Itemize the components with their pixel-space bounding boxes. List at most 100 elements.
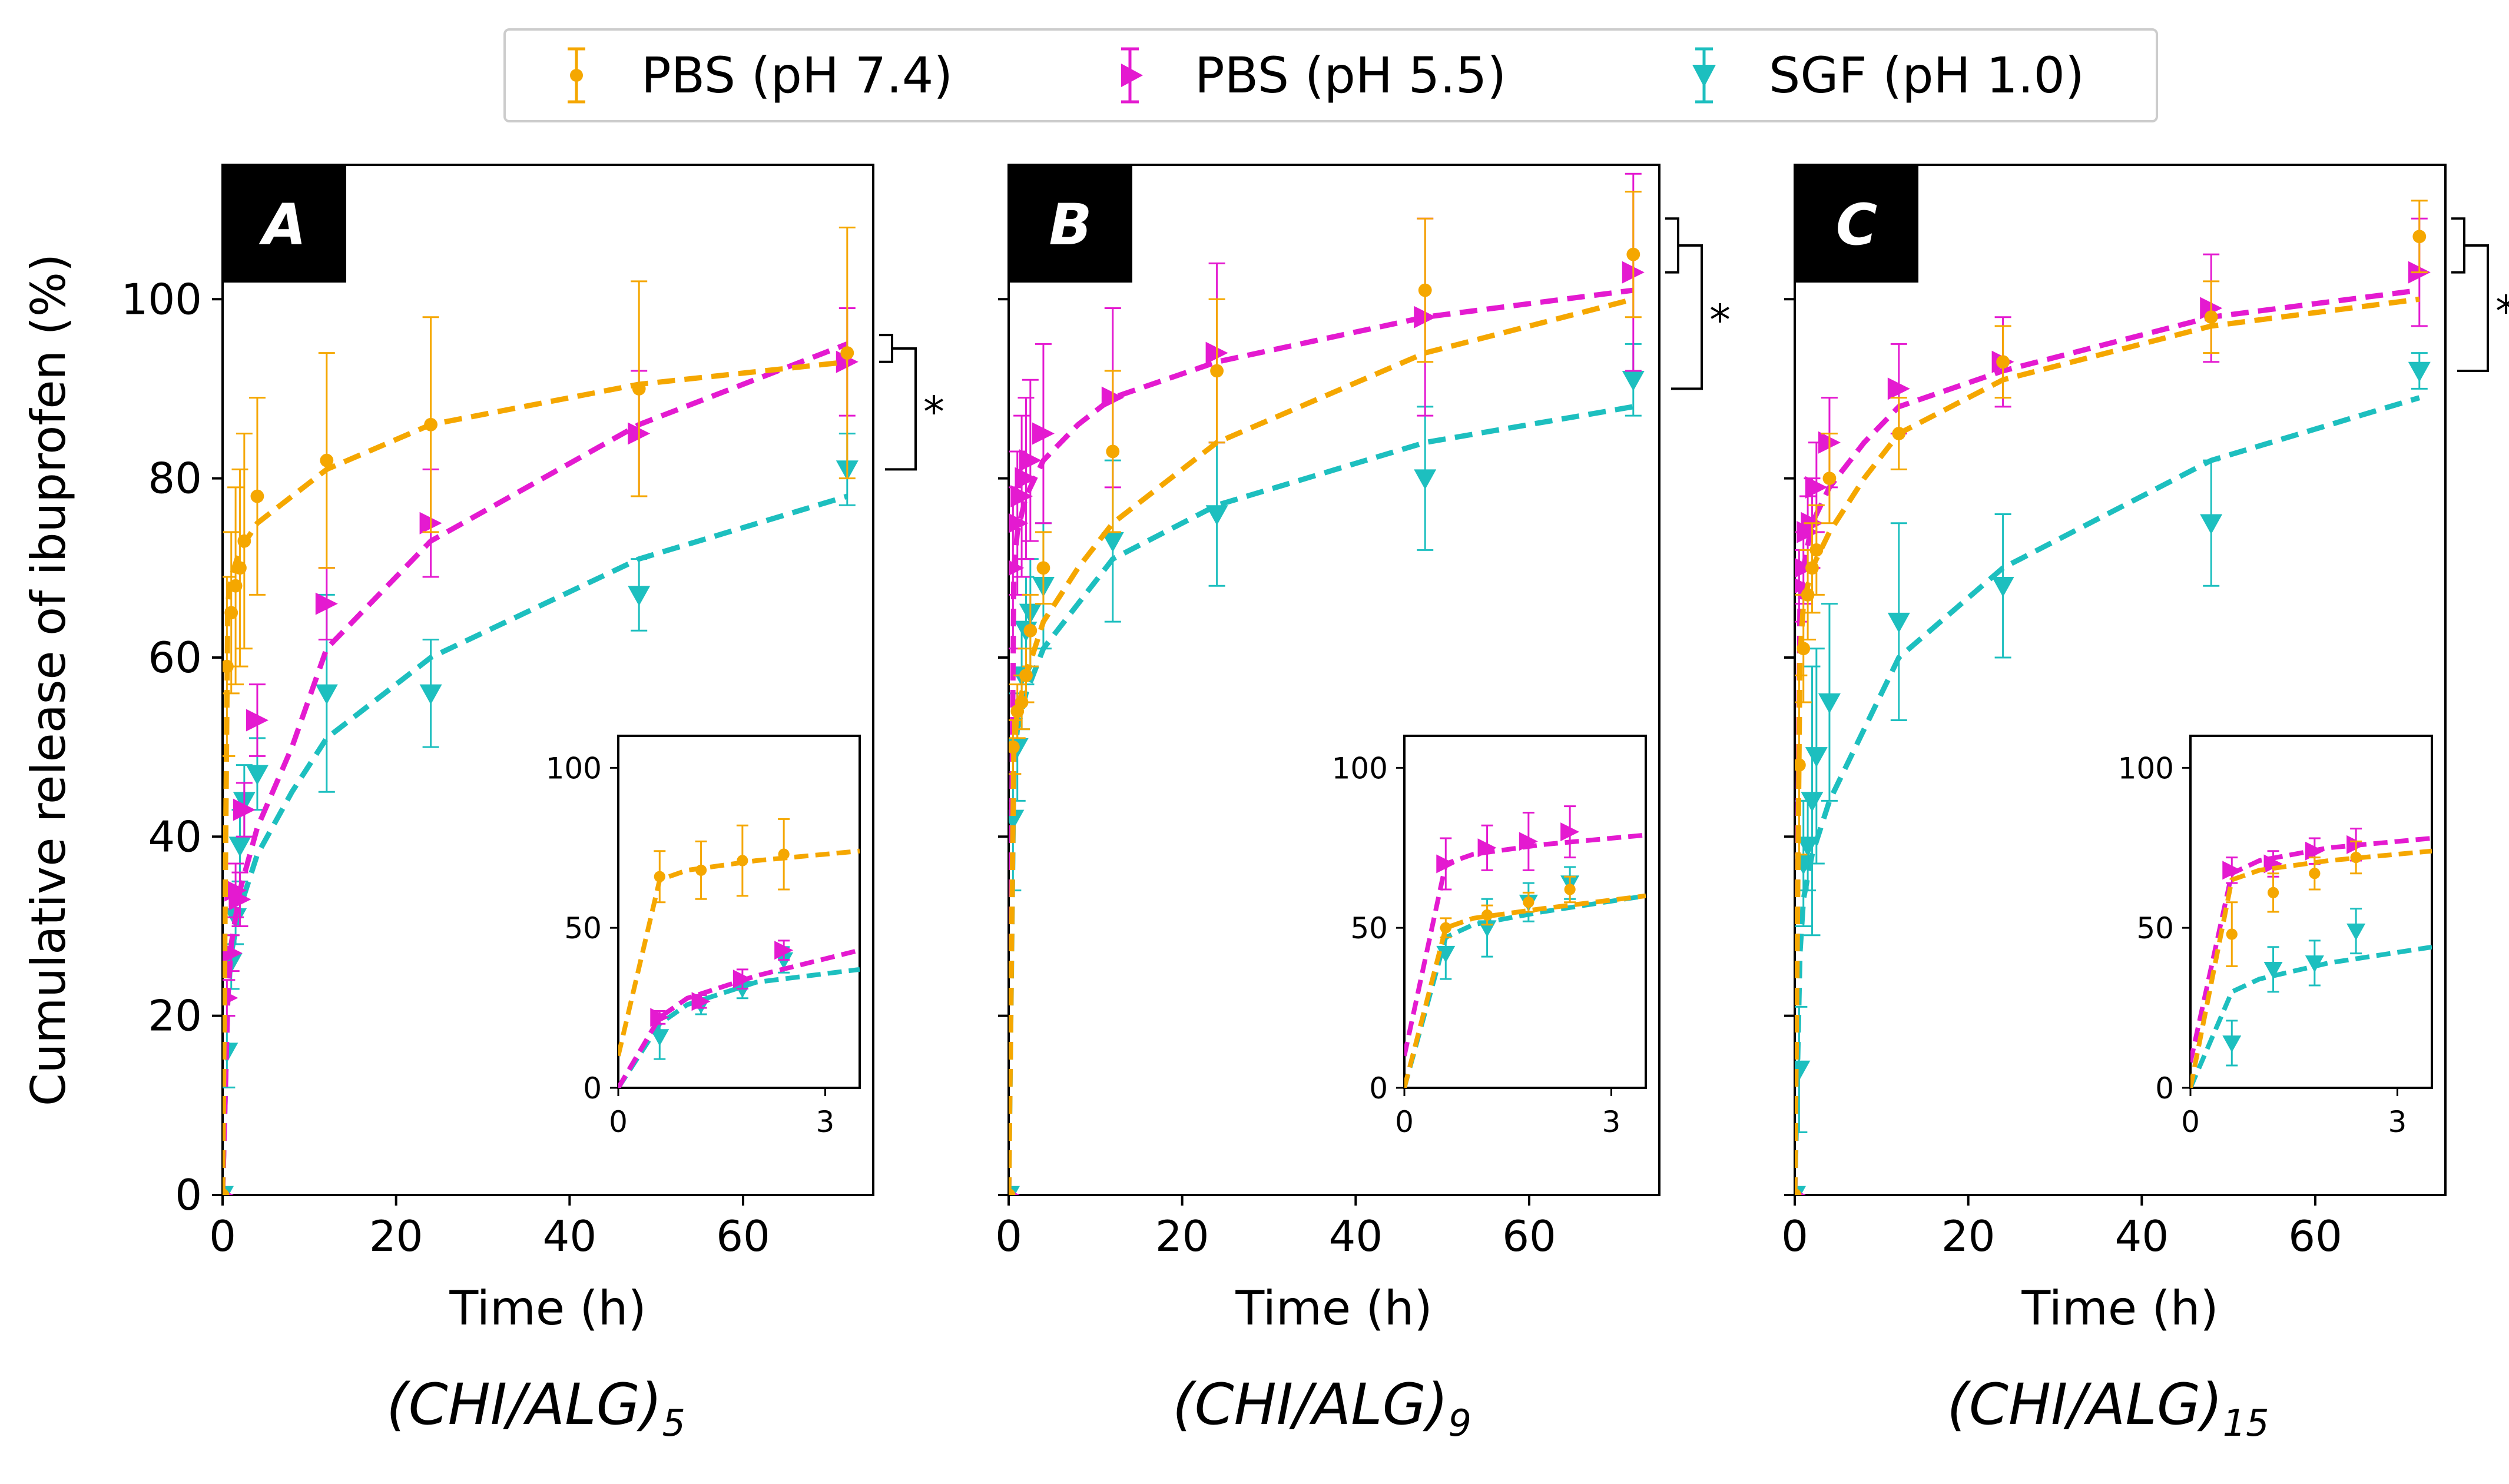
data-point	[315, 592, 338, 615]
legend-item-pbs-5-5: PBS (pH 5.5)	[1095, 31, 1506, 120]
inset-y-tick-label: 50	[2136, 911, 2174, 945]
significance-bracket	[885, 347, 917, 471]
legend-item-pbs-7-4: PBS (pH 7.4)	[541, 31, 953, 120]
series-layer	[1009, 172, 1645, 1195]
data-point	[228, 836, 251, 857]
x-tick-label: 20	[369, 1211, 423, 1261]
legend: PBS (pH 7.4) PBS (pH 5.5) SGF (pH 1.0)	[503, 28, 2158, 122]
data-point	[1822, 472, 1837, 486]
data-point	[1436, 854, 1456, 874]
inset-y-tick-label: 100	[546, 751, 602, 785]
data-point	[1622, 371, 1645, 391]
inset-y-tick-label: 0	[2155, 1071, 2174, 1105]
inset-frame	[2189, 735, 2433, 1089]
data-point	[1892, 427, 1906, 440]
data-point	[1797, 836, 1819, 857]
inset-fit-line	[2190, 848, 2432, 1088]
data-point	[1805, 476, 1828, 499]
data-point	[246, 765, 269, 785]
data-point	[2222, 861, 2242, 880]
data-point	[424, 417, 437, 431]
data-point	[1032, 422, 1055, 445]
significance-bracket	[1671, 244, 1703, 390]
significance-bracket	[2451, 217, 2465, 274]
x-tick-label: 60	[2288, 1211, 2342, 1261]
data-point	[650, 1008, 669, 1027]
data-point	[650, 1029, 669, 1047]
x-tick-label: 60	[1502, 1211, 1556, 1261]
data-point	[1440, 922, 1451, 934]
fit-line	[1795, 395, 2421, 1195]
data-point	[2267, 887, 2279, 898]
data-point	[774, 941, 794, 960]
data-point	[1564, 884, 1576, 895]
legend-item-sgf: SGF (pH 1.0)	[1669, 31, 2084, 120]
x-tick-label: 20	[1941, 1211, 1996, 1261]
legend-label: PBS (pH 7.4)	[641, 47, 953, 104]
data-point	[315, 684, 338, 705]
data-point	[1801, 792, 1824, 812]
y-tick-label: 40	[148, 812, 202, 861]
inset-x-tick-label: 3	[816, 1105, 835, 1139]
data-point	[1418, 283, 1432, 297]
y-tick-label: 0	[175, 1170, 202, 1220]
legend-marker-triangle-down-icon	[1692, 47, 1716, 104]
significance-star: *	[923, 387, 944, 437]
data-point	[1887, 377, 1910, 400]
data-point	[1015, 467, 1038, 490]
data-point	[2263, 854, 2283, 874]
fit-line	[1009, 287, 1634, 1195]
inset-series-layer	[618, 818, 860, 1088]
inset-x-tick-label: 3	[2388, 1105, 2407, 1139]
inset-plot: 0 3 0 50 100	[546, 735, 861, 1139]
data-point	[1887, 612, 1910, 633]
data-point	[1036, 561, 1050, 575]
x-tick-label: 0	[995, 1211, 1022, 1261]
caption-sub: 5	[662, 1402, 685, 1445]
data-point	[1477, 838, 1497, 858]
data-point	[737, 855, 748, 867]
data-point	[654, 871, 665, 882]
data-point	[1009, 1188, 1016, 1195]
x-tick-label: 0	[1781, 1211, 1808, 1261]
data-point	[419, 684, 442, 705]
data-point	[1414, 469, 1437, 490]
data-point	[2204, 310, 2218, 324]
x-axis-label: Time (h)	[449, 1281, 646, 1336]
y-tick-label: 60	[148, 633, 202, 682]
inset-series-layer	[2190, 828, 2432, 1088]
data-point	[1795, 758, 1806, 772]
data-point	[233, 798, 256, 821]
inset-y-tick-label: 100	[2118, 751, 2174, 785]
inset-plot: 0 3 0 50 100	[2118, 735, 2433, 1139]
legend-label: PBS (pH 5.5)	[1195, 47, 1507, 104]
data-point	[1805, 561, 1819, 575]
data-point	[1519, 832, 1538, 851]
inset-y-tick-label: 50	[564, 911, 602, 945]
x-axis-label: Time (h)	[1235, 1281, 1432, 1336]
data-point	[1560, 822, 1580, 842]
x-axis-label: Time (h)	[2021, 1281, 2218, 1336]
data-point	[228, 888, 251, 911]
data-point	[2263, 962, 2283, 979]
data-point	[1818, 693, 1841, 714]
caption-panel-c: (CHI/ALG)15	[1947, 1372, 2269, 1445]
data-point	[840, 346, 854, 360]
data-point	[2305, 955, 2324, 972]
inset-fit-line	[2190, 944, 2432, 1088]
data-point	[1205, 505, 1228, 526]
x-tick-label: 40	[1329, 1211, 1383, 1261]
data-point	[228, 579, 243, 593]
data-point	[1795, 578, 1811, 594]
data-point	[2408, 361, 2431, 382]
significance-bracket	[879, 334, 893, 363]
data-point	[1809, 543, 1824, 557]
data-point	[632, 382, 646, 396]
y-tick-label: 20	[148, 991, 202, 1041]
data-point	[223, 943, 243, 963]
y-tick-label: 80	[148, 454, 202, 503]
data-point	[1009, 740, 1020, 754]
data-point	[1023, 623, 1038, 638]
x-tick-label: 0	[209, 1211, 236, 1261]
inset-plot: 0 3 0 50 100	[1332, 735, 1647, 1139]
